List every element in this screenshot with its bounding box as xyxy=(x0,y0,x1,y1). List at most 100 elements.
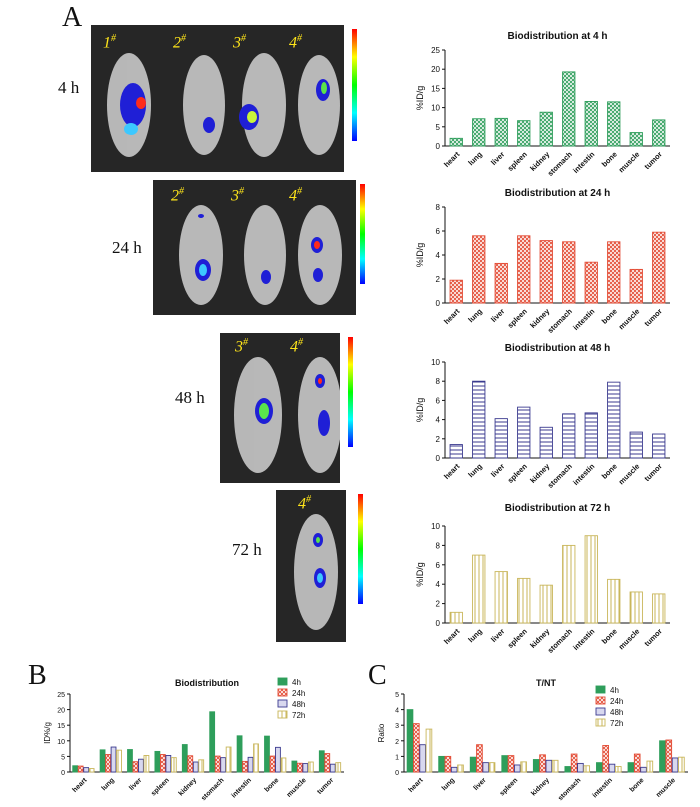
bar-heart-48h xyxy=(419,744,426,773)
x-tick-label-liver: liver xyxy=(128,777,143,792)
panel-letter-b: B xyxy=(28,660,47,691)
bar-intestin xyxy=(584,535,598,624)
bar-muscle xyxy=(629,268,643,304)
bar-intestin-72h xyxy=(253,743,259,773)
x-tick-label-muscle: muscle xyxy=(617,462,642,487)
bar-spleen xyxy=(517,120,531,147)
bar-muscle-48h xyxy=(671,757,679,773)
bar-stomach-4h xyxy=(564,766,572,773)
chart-svg: T/NT 0 1 2 3 4 5 Ratio heart lung liver spleen kidne… xyxy=(377,678,688,802)
bar-heart-48h xyxy=(83,767,90,773)
bar-heart-24h xyxy=(413,723,420,773)
bar-tumor xyxy=(652,433,666,459)
y-axis-label: Ratio xyxy=(377,723,386,742)
chart-title: Biodistribution at 48 h xyxy=(505,343,611,354)
bar-bone-24h xyxy=(269,755,276,773)
x-tick-label-liver: liver xyxy=(489,627,506,644)
legend-label-4h: 4h xyxy=(610,686,619,695)
chart-title: Biodistribution xyxy=(175,678,239,688)
bar-spleen-72h xyxy=(170,757,177,773)
x-tick-label-heart: heart xyxy=(408,776,426,794)
y-tick-label-0: 0 xyxy=(436,142,441,151)
chart-biodistribution-24h: Biodistribution at 24 h 0 2 4 6 8 %ID/g heart lu… xyxy=(405,185,695,335)
time-label-48h: 48 h xyxy=(175,388,205,407)
x-tick-label-spleen: spleen xyxy=(506,461,529,484)
y-tick-label-0: 0 xyxy=(61,770,65,777)
x-tick-label-bone: bone xyxy=(600,307,619,326)
panel-letter-c: C xyxy=(368,660,387,691)
chart-svg: Biodistribution at 24 h 0 2 4 6 8 %ID/g heart lu… xyxy=(415,188,670,335)
bar-stomach-48h xyxy=(577,762,584,773)
bar-heart xyxy=(449,444,463,459)
x-tick-label-liver: liver xyxy=(489,150,506,167)
y-tick-label-15: 15 xyxy=(57,723,65,730)
bar-spleen-48h xyxy=(513,764,521,773)
bar-spleen-48h xyxy=(165,755,172,773)
bar-bone-4h xyxy=(264,735,270,773)
y-tick-label-10: 10 xyxy=(57,739,65,746)
legend-label-24h: 24h xyxy=(610,697,623,706)
chart-title: Biodistribution at 72 h xyxy=(505,503,611,514)
time-label-72h: 72 h xyxy=(232,540,262,559)
y-tick-label-2: 2 xyxy=(395,739,399,746)
y-tick-label-4: 4 xyxy=(395,708,399,715)
bar-bone-72h xyxy=(646,760,654,773)
bar-stomach xyxy=(562,241,576,304)
bar-liver-4h xyxy=(127,749,133,773)
bar-kidney-4h xyxy=(532,759,540,773)
y-tick-label-15: 15 xyxy=(431,84,440,93)
chart-svg: Biodistribution at 72 h 0 2 4 6 8 10 %ID/g heart… xyxy=(415,503,670,655)
bar-spleen-24h xyxy=(159,754,166,773)
bar-heart xyxy=(449,279,463,304)
y-tick-label-2: 2 xyxy=(436,600,441,609)
y-tick-label-25: 25 xyxy=(57,692,65,699)
color-scale-72h xyxy=(346,490,386,642)
y-axis-label: %ID/g xyxy=(415,243,425,268)
y-tick-label-0: 0 xyxy=(436,619,441,628)
x-tick-label-stomach: stomach xyxy=(546,626,574,654)
bar-kidney xyxy=(539,111,553,147)
y-tick-label-4: 4 xyxy=(436,580,441,589)
bar-stomach xyxy=(562,544,576,624)
imaging-panel-48h: 3# 4# xyxy=(220,333,340,483)
y-axis-label: ID%/g xyxy=(43,722,52,744)
bar-tumor xyxy=(652,593,666,624)
y-tick-label-0: 0 xyxy=(436,299,441,308)
mouse-tag-4: 4# xyxy=(290,337,303,356)
legend-label-4h: 4h xyxy=(292,678,301,687)
y-tick-label-10: 10 xyxy=(431,358,440,367)
bar-bone xyxy=(607,578,621,624)
x-tick-label-liver: liver xyxy=(489,462,506,479)
bar-bone xyxy=(607,381,621,459)
bar-liver xyxy=(494,418,508,459)
y-tick-label-10: 10 xyxy=(431,522,440,531)
bar-muscle xyxy=(629,132,643,147)
x-tick-label-intestin: intestin xyxy=(571,626,597,652)
y-tick-label-5: 5 xyxy=(436,123,441,132)
y-tick-label-6: 6 xyxy=(436,227,441,236)
imaging-panel-72h: 4# xyxy=(276,490,346,642)
y-tick-label-10: 10 xyxy=(431,104,440,113)
x-tick-label-lung: lung xyxy=(101,777,116,792)
chart-biodistribution-48h: Biodistribution at 48 h 0 2 4 6 8 10 %ID/g heart… xyxy=(405,340,695,490)
bar-bone-24h xyxy=(633,753,641,773)
time-label-4h: 4 h xyxy=(58,78,80,97)
bar-kidney xyxy=(539,584,553,624)
mouse-tag-1: 1# xyxy=(103,33,116,52)
bar-tumor-4h xyxy=(318,750,325,773)
legend-label-72h: 72h xyxy=(292,711,305,720)
y-tick-label-5: 5 xyxy=(61,754,65,761)
y-tick-label-0: 0 xyxy=(395,770,399,777)
y-tick-label-2: 2 xyxy=(436,275,441,284)
bar-lung xyxy=(472,235,486,304)
x-tick-label-lung: lung xyxy=(441,777,456,792)
bar-lung xyxy=(472,554,486,624)
x-tick-label-heart: heart xyxy=(72,776,90,794)
bar-muscle-72h xyxy=(307,761,314,773)
bar-stomach-48h xyxy=(220,757,227,773)
mouse-images-24h xyxy=(153,180,356,315)
x-tick-label-tumor: tumor xyxy=(642,150,663,171)
bar-tumor xyxy=(652,119,666,147)
legend-swatch-4h xyxy=(595,685,606,694)
bar-tumor-48h xyxy=(329,763,336,773)
